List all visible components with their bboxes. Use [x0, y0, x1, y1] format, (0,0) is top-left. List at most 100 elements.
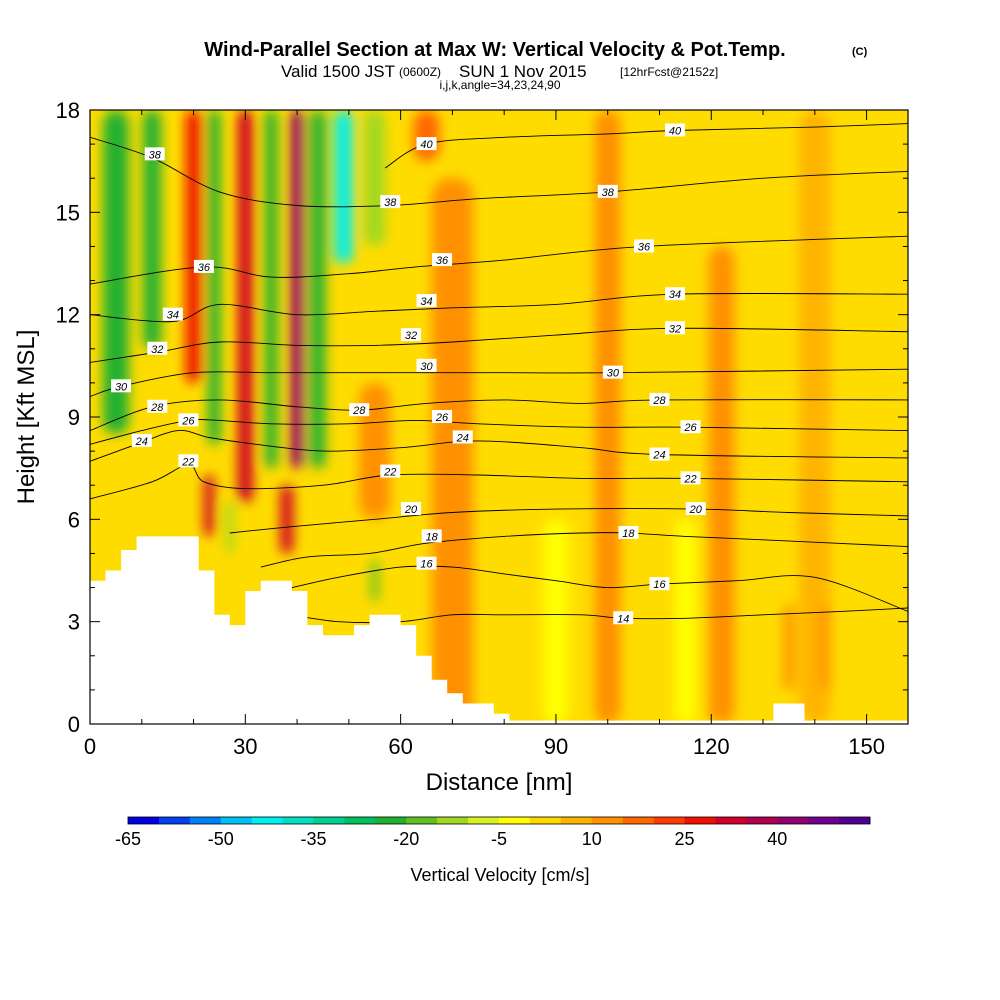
isentrope-label-5: 24: [649, 447, 670, 462]
y-tick-label: 3: [68, 610, 80, 635]
isentrope-label-bg: [602, 365, 623, 379]
chart-title: Wind-Parallel Section at Max W: Vertical…: [204, 39, 785, 61]
velocity-cell-7: [310, 110, 326, 469]
velocity-cell-20: [819, 604, 831, 690]
isentrope-label-text: 30: [420, 361, 433, 373]
x-tick-label: 60: [388, 734, 412, 759]
isentrope-label-27: 26: [178, 413, 199, 427]
x-tick-label: 90: [544, 734, 568, 759]
y-tick-label: 12: [56, 303, 80, 328]
y-tick-label: 6: [68, 507, 80, 532]
velocity-cell-18: [708, 246, 735, 724]
isentrope-label-bg: [178, 413, 199, 427]
isentrope-label-text: 38: [384, 197, 397, 209]
colorbar-swatch: [622, 817, 655, 824]
valid-prefix: Valid 1500 JST: [281, 62, 395, 81]
x-axis: 0 30 60 90 120 150: [84, 110, 885, 759]
isentrope-label-bg: [665, 287, 686, 301]
plot-area: 14 16 18 20 22 24 26 28 30 32 34 36 38 40 38 38 40 36 36 34…: [90, 110, 908, 724]
velocity-cell-4: [237, 110, 254, 503]
isentrope-label-text: 20: [404, 504, 418, 516]
isentrope-label-bg: [680, 471, 701, 485]
isentrope-label-text: 40: [669, 125, 682, 137]
x-tick-label: 150: [848, 734, 885, 759]
isentrope-label-text: 28: [352, 405, 366, 417]
isentrope-label-text: 38: [602, 187, 615, 199]
velocity-cell-5: [264, 110, 278, 469]
y-tick-label: 15: [56, 200, 80, 225]
colorbar: -65 -50 -35 -20 -5 10 25 40: [115, 816, 871, 849]
isentrope-label-bg: [178, 454, 199, 468]
isentrope-label-bg: [649, 447, 670, 461]
isentrope-label-bg: [597, 184, 618, 198]
isentrope-label-35: 16: [416, 556, 437, 571]
isentrope-label-23: 30: [111, 379, 132, 393]
isentrope-16: [291, 565, 908, 612]
colorbar-swatch: [529, 817, 562, 824]
isentrope-label-text: 36: [436, 255, 449, 267]
y-axis-label: Height [Kft MSL]: [13, 330, 40, 505]
isentrope-label-bg: [416, 294, 437, 308]
isentrope-label-30: 24: [452, 430, 473, 444]
colorbar-swatch: [128, 817, 160, 824]
isentrope-label-text: 32: [669, 323, 681, 335]
colorbar-tick-label: 25: [674, 829, 694, 849]
colorbar-swatch: [468, 817, 500, 824]
isentrope-label-bg: [416, 137, 437, 151]
isentrope-label-29: 24: [131, 433, 152, 448]
x-tick-label: 30: [233, 734, 257, 759]
isentrope-label-text: 36: [198, 262, 211, 274]
velocity-cell-17: [594, 110, 621, 724]
isentrope-label-bg: [649, 392, 670, 406]
isentrope-label-bg: [416, 556, 437, 570]
isentrope-label-bg: [416, 358, 437, 372]
x-tick-label: 0: [84, 734, 96, 759]
chart-title-mark: (C): [852, 46, 868, 58]
velocity-cell-3: [207, 110, 221, 445]
isentrope-label-bg: [380, 195, 401, 209]
isentrope-label-text: 18: [426, 531, 439, 543]
colorbar-tick-label: -20: [393, 829, 419, 849]
isentrope-38: [90, 136, 908, 208]
colorbar-tick-label: -50: [208, 829, 234, 849]
isentrope-label-bg: [144, 147, 165, 161]
isentrope-label-13: 40: [665, 123, 686, 137]
isentrope-label-10: 34: [665, 287, 686, 301]
grid-index-line: i,j,k,angle=34,23,24,90: [439, 78, 560, 92]
velocity-cell-2: [185, 110, 202, 383]
isentrope-label-21: 32: [147, 341, 168, 356]
isentrope-label-11: 36: [633, 239, 654, 253]
velocity-cell-21: [783, 604, 795, 690]
isentrope-label-text: 30: [115, 381, 128, 393]
isentrope-label-text: 24: [135, 436, 148, 448]
colorbar-swatch: [220, 817, 253, 824]
isentrope-label-17: 36: [193, 259, 214, 274]
velocity-cell-15: [413, 110, 440, 162]
isentrope-label-33: 20: [400, 502, 421, 516]
velocity-cell-11: [203, 474, 215, 537]
colorbar-swatch: [437, 817, 469, 824]
isentrope-36: [90, 235, 908, 285]
isentrope-label-bg: [193, 259, 214, 273]
colorbar-swatch: [746, 817, 778, 824]
colorbar-frame: [127, 816, 871, 825]
velocity-cell-6: [290, 110, 304, 469]
valid-date: SUN 1 Nov 2015: [459, 62, 587, 81]
velocity-shading: [102, 110, 831, 724]
isentrope-label-text: 16: [420, 559, 433, 571]
isentrope-label-text: 26: [181, 415, 195, 427]
isentrope-label-text: 22: [181, 456, 194, 468]
isentrope-label-bg: [633, 239, 654, 253]
colorbar-swatch: [715, 817, 747, 824]
colorbar-tick-label: -65: [115, 829, 141, 849]
isentrope-label-25: 28: [147, 399, 168, 414]
isentrope-label-20: 34: [416, 294, 437, 308]
isentrope-20: [229, 508, 908, 534]
isentrope-label-bg: [665, 321, 686, 335]
isentrope-label-34: 18: [421, 529, 442, 543]
y-tick-label: 0: [68, 712, 80, 737]
isentrope-label-18: 36: [432, 253, 453, 267]
isentrope-label-0: 14: [613, 611, 634, 625]
isentrope-label-2: 18: [618, 525, 639, 540]
